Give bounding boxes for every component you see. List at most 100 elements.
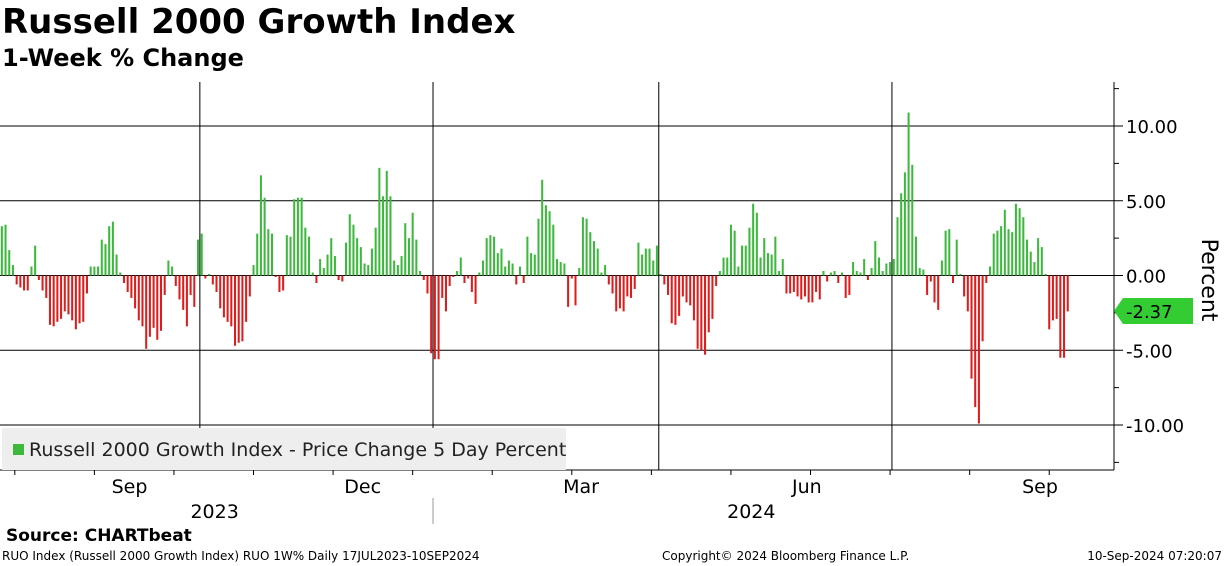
bar [641, 254, 644, 276]
bar [159, 275, 163, 331]
bar [563, 263, 566, 276]
bar [63, 275, 66, 312]
bar [15, 275, 18, 285]
bar [171, 266, 174, 276]
legend: Russell 2000 Growth Index - Price Change… [2, 428, 566, 470]
bar [219, 275, 222, 309]
bar [681, 275, 684, 297]
bar [163, 275, 166, 295]
bar [541, 179, 544, 276]
bar [796, 275, 799, 297]
bar [400, 256, 403, 276]
bar [182, 275, 185, 310]
bar [974, 275, 977, 408]
bar [496, 253, 499, 276]
footer-copyright: Copyright© 2024 Bloomberg Finance L.P. [662, 549, 910, 563]
bar [271, 233, 274, 276]
chart-title: Russell 2000 Growth Index [2, 2, 516, 42]
bar [655, 245, 658, 276]
bar [544, 205, 547, 276]
bar [134, 275, 137, 309]
bars-group [0, 112, 1069, 424]
bar [208, 274, 211, 276]
bar [41, 275, 44, 291]
legend-swatch [13, 444, 24, 455]
bar [319, 259, 322, 276]
bar [589, 232, 592, 276]
bar [818, 275, 821, 300]
bar [367, 265, 370, 276]
bar [937, 275, 940, 310]
bar [567, 275, 570, 307]
bar [633, 275, 636, 289]
bar [237, 275, 240, 343]
bar [663, 275, 666, 285]
bar [278, 275, 281, 292]
bar [493, 236, 496, 276]
bar [504, 266, 507, 276]
bar [67, 275, 70, 315]
bar [600, 272, 603, 276]
bar [570, 275, 573, 279]
bar [866, 275, 869, 280]
y-tick-label: -10.00 [1126, 416, 1184, 437]
bar [470, 275, 473, 292]
bar [500, 248, 503, 276]
grid-lines [0, 82, 1114, 470]
bar [1048, 275, 1051, 330]
bar [933, 275, 936, 303]
bar [411, 212, 414, 276]
last-value-badge [1114, 298, 1193, 324]
last-value-label: -2.37 [1114, 298, 1193, 324]
bar [1044, 274, 1047, 276]
bar [308, 236, 311, 276]
bar [955, 239, 958, 276]
bar [256, 233, 259, 276]
bar [959, 274, 962, 276]
bar [903, 172, 906, 276]
bar [940, 260, 943, 276]
bar [396, 265, 399, 276]
bar [104, 244, 107, 276]
bar [985, 275, 988, 283]
bar [385, 170, 388, 276]
bar [141, 275, 144, 327]
bar [311, 272, 314, 276]
last-value-text: -2.37 [1126, 302, 1173, 323]
bar [1018, 208, 1021, 276]
bar [630, 275, 633, 298]
bar [766, 253, 769, 276]
bar [981, 275, 984, 342]
bar [792, 275, 795, 292]
bar [337, 275, 340, 280]
bar [970, 275, 973, 379]
bar [241, 275, 244, 342]
x-month-label: Jun [791, 476, 822, 498]
bar [333, 256, 336, 276]
bar [122, 275, 126, 283]
bar [211, 275, 214, 285]
bar [537, 218, 540, 276]
bar [737, 266, 740, 276]
bar [444, 275, 447, 312]
bar [722, 257, 725, 276]
bar [963, 275, 966, 297]
bar [267, 229, 270, 276]
bar [1063, 275, 1066, 358]
chart-svg: 10.00 5.00 0.00 -5.00 -10.00 Sep Dec Mar Jun Sep 2… [0, 82, 1221, 524]
bar [622, 275, 625, 312]
bar [345, 242, 348, 276]
bar [282, 275, 285, 291]
bar [174, 275, 177, 286]
bar [478, 272, 481, 276]
bar [855, 271, 858, 276]
bar [914, 236, 918, 276]
bar [729, 224, 732, 276]
y-axis-title: Percent [1196, 239, 1221, 322]
bar [763, 238, 766, 276]
bar [23, 275, 26, 291]
bar [726, 257, 729, 276]
bar [700, 275, 703, 351]
bar [515, 275, 518, 285]
bar [644, 248, 647, 276]
